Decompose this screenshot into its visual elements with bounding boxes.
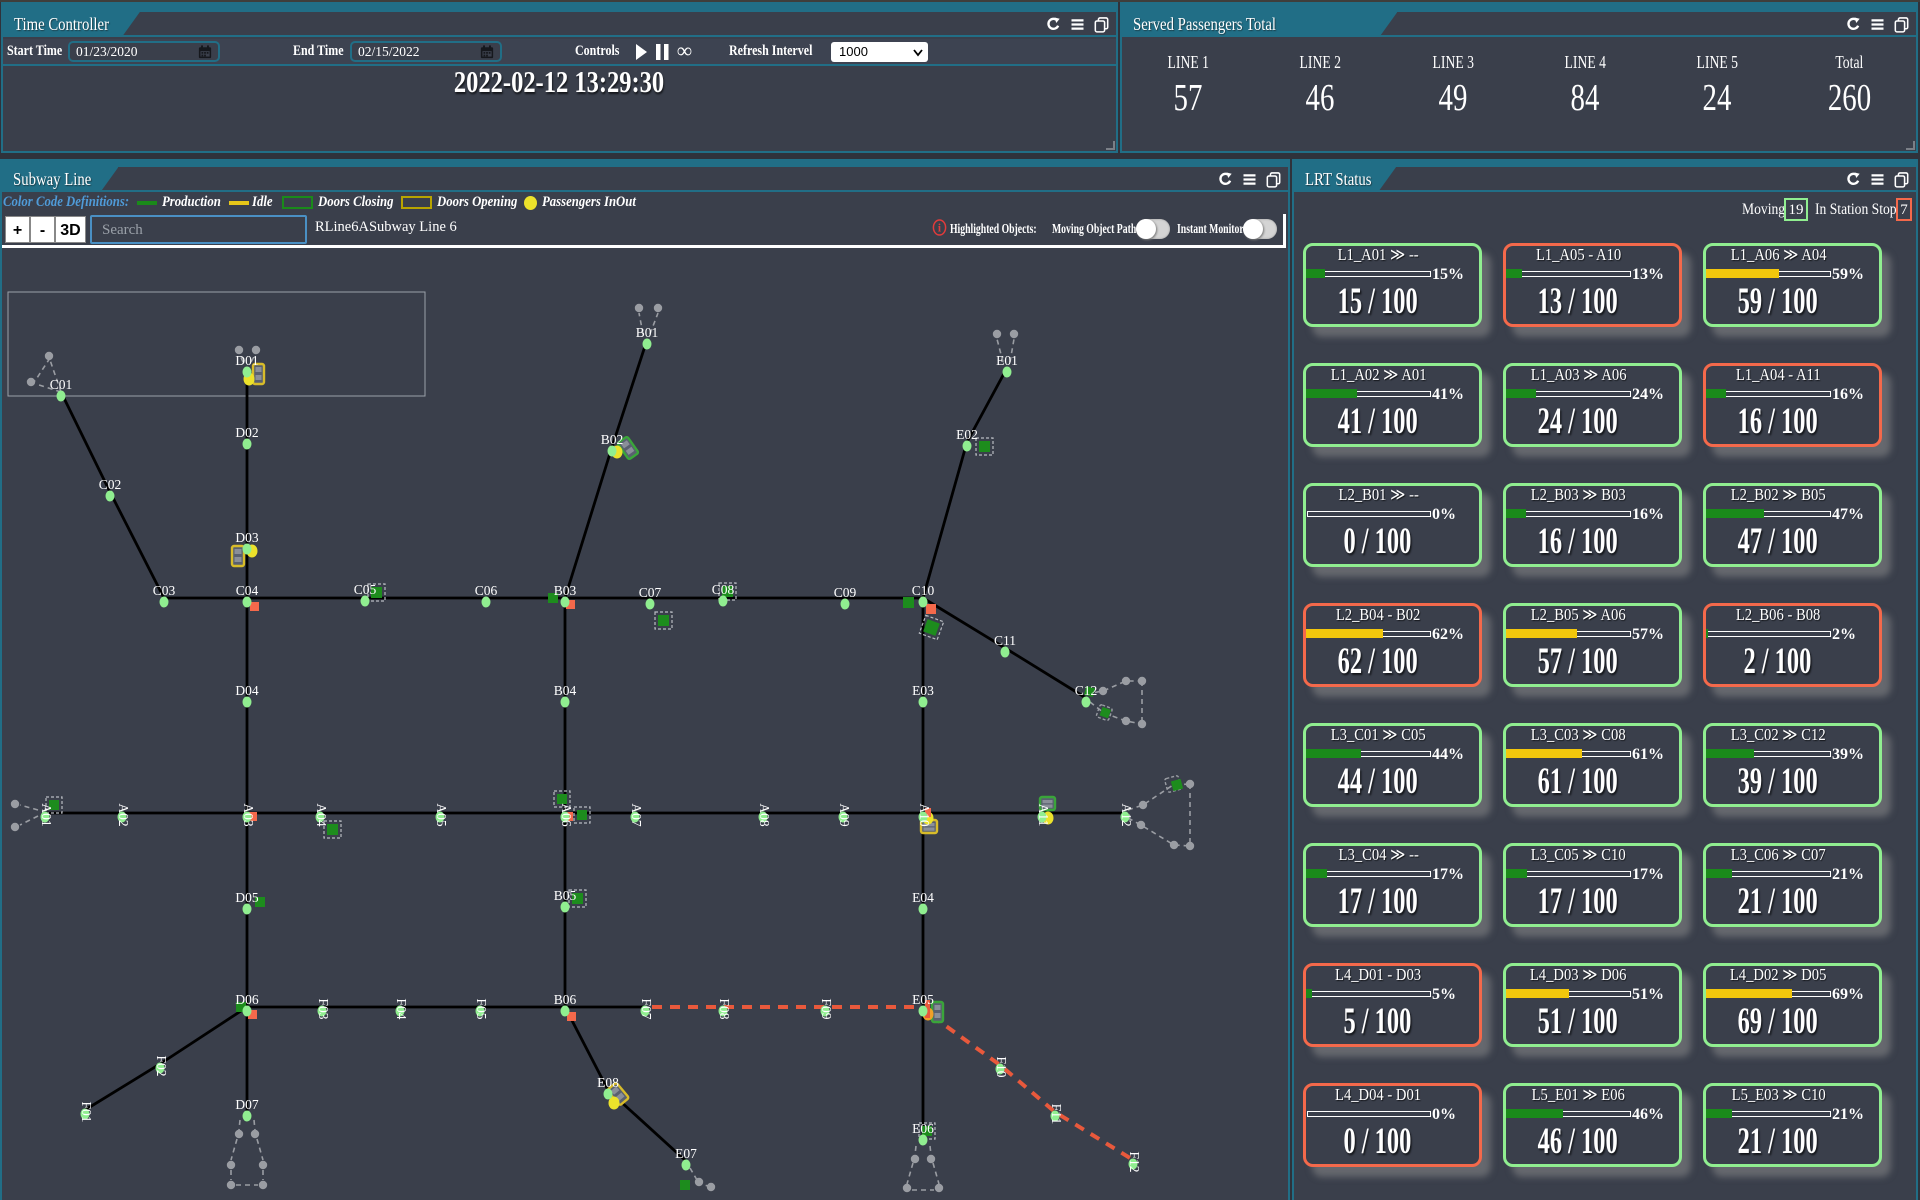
svg-text:A12: A12 xyxy=(1119,803,1134,826)
svg-text:D04: D04 xyxy=(235,683,258,698)
svg-text:C08: C08 xyxy=(712,582,735,597)
svg-text:F07: F07 xyxy=(639,998,654,1019)
svg-text:i: i xyxy=(938,223,941,235)
svg-text:C07: C07 xyxy=(639,585,662,600)
svg-text:F10: F10 xyxy=(994,1056,1009,1077)
svg-text:F01: F01 xyxy=(79,1101,94,1122)
svg-text:B02: B02 xyxy=(601,432,624,447)
svg-text:C03: C03 xyxy=(153,583,176,598)
svg-text:B06: B06 xyxy=(554,992,577,1007)
svg-text:A08: A08 xyxy=(757,803,772,826)
svg-text:A07: A07 xyxy=(629,803,644,826)
svg-text:D01: D01 xyxy=(235,353,258,368)
svg-text:A06: A06 xyxy=(559,803,574,826)
svg-text:C09: C09 xyxy=(834,585,857,600)
svg-text:C04: C04 xyxy=(236,583,259,598)
svg-text:E06: E06 xyxy=(912,1121,934,1136)
svg-text:A11: A11 xyxy=(1036,804,1051,827)
svg-text:F08: F08 xyxy=(717,998,732,1019)
svg-text:E03: E03 xyxy=(912,683,934,698)
svg-text:∞: ∞ xyxy=(677,43,692,61)
svg-text:E08: E08 xyxy=(597,1075,619,1090)
svg-text:D02: D02 xyxy=(235,425,258,440)
svg-text:F12: F12 xyxy=(1127,1151,1142,1172)
svg-text:A01: A01 xyxy=(39,803,54,826)
svg-text:C01: C01 xyxy=(50,377,73,392)
svg-text:C11: C11 xyxy=(994,633,1016,648)
svg-text:C05: C05 xyxy=(354,582,377,597)
svg-text:F05: F05 xyxy=(474,998,489,1019)
svg-text:B01: B01 xyxy=(636,325,659,340)
svg-text:E02: E02 xyxy=(956,427,978,442)
svg-text:D06: D06 xyxy=(235,992,258,1007)
svg-text:C02: C02 xyxy=(99,477,122,492)
svg-text:A02: A02 xyxy=(116,803,131,826)
svg-text:A10: A10 xyxy=(917,803,932,826)
svg-text:F02: F02 xyxy=(154,1055,169,1076)
svg-text:C10: C10 xyxy=(912,583,935,598)
svg-text:F03: F03 xyxy=(316,998,331,1019)
svg-text:A05: A05 xyxy=(434,803,449,826)
svg-text:D05: D05 xyxy=(235,890,258,905)
svg-text:F11: F11 xyxy=(1049,1104,1064,1125)
svg-text:D07: D07 xyxy=(235,1097,258,1112)
svg-text:A09: A09 xyxy=(837,803,852,826)
svg-text:C12: C12 xyxy=(1075,683,1098,698)
svg-text:F09: F09 xyxy=(819,998,834,1019)
svg-text:E05: E05 xyxy=(912,992,934,1007)
svg-text:E07: E07 xyxy=(675,1146,697,1161)
svg-text:B04: B04 xyxy=(554,683,577,698)
svg-text:C06: C06 xyxy=(475,583,498,598)
svg-text:E04: E04 xyxy=(912,890,934,905)
svg-text:A03: A03 xyxy=(241,803,256,826)
svg-text:B03: B03 xyxy=(554,583,577,598)
svg-text:B05: B05 xyxy=(554,888,577,903)
svg-text:A04: A04 xyxy=(314,803,329,826)
svg-text:F04: F04 xyxy=(394,998,409,1019)
svg-text:D03: D03 xyxy=(235,530,258,545)
svg-text:E01: E01 xyxy=(996,353,1018,368)
